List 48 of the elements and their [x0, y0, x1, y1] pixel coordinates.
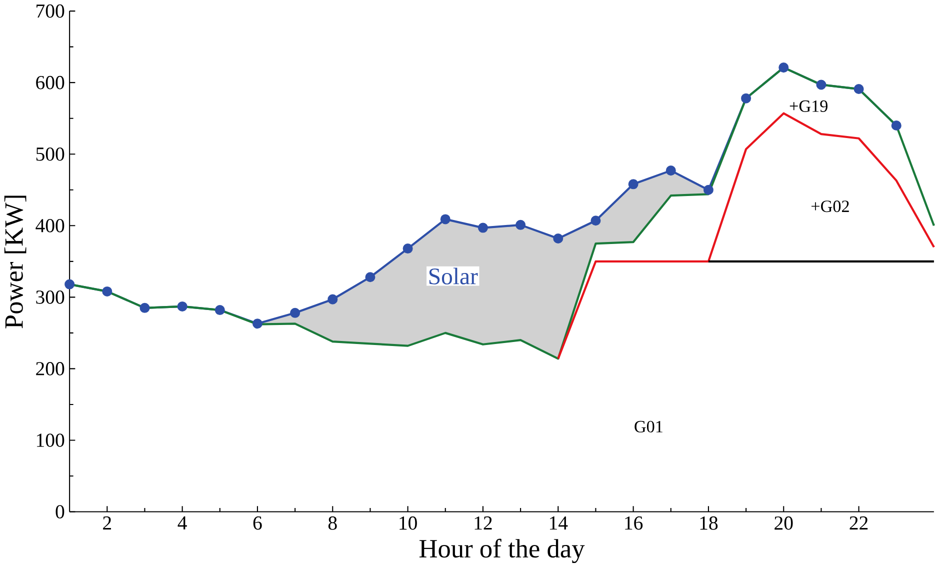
annotation: +G19 [790, 100, 828, 112]
y-tick-label: 0 [56, 504, 64, 518]
y-tick-label: 100 [36, 433, 64, 447]
x-tick-label: 6 [253, 516, 262, 530]
x-tick-label: 4 [178, 516, 187, 530]
annotation: G01 [634, 420, 662, 432]
point [703, 184, 714, 195]
point [741, 93, 752, 104]
x-tick-label: 10 [400, 516, 417, 530]
point [252, 318, 262, 328]
x-tick-label: 16 [625, 516, 643, 530]
point [402, 243, 413, 254]
y-tick-label: 600 [36, 76, 64, 90]
x-axis-title: Hour of the day [419, 538, 585, 563]
point [478, 222, 488, 233]
point [328, 294, 338, 304]
point [891, 120, 902, 130]
point [440, 214, 450, 224]
point [516, 220, 526, 230]
point [177, 301, 188, 312]
point [64, 279, 75, 290]
x-tick-label: 22 [850, 516, 868, 530]
point [102, 286, 112, 296]
x-tick-label: 12 [474, 516, 492, 530]
y-tick-label: 400 [36, 218, 64, 232]
y-tick-label: 700 [36, 4, 64, 18]
point [553, 233, 564, 244]
x-tick-label: 8 [328, 516, 337, 530]
x-tick-label: 18 [700, 516, 718, 530]
point [290, 308, 300, 318]
point [140, 302, 150, 313]
point [214, 304, 225, 315]
series-label: Solar [429, 267, 478, 284]
point [365, 272, 376, 282]
point [854, 84, 864, 94]
point [666, 165, 676, 176]
y-axis-title: Power [KW] [4, 195, 26, 328]
y-tick-label: 300 [36, 290, 64, 304]
point [628, 178, 638, 189]
point [816, 80, 826, 90]
x-tick-label: 14 [550, 516, 568, 530]
annotation: +G02 [812, 200, 849, 212]
point [590, 215, 601, 226]
y-tick-label: 200 [36, 362, 64, 376]
x-tick-label: 2 [103, 516, 111, 530]
y-tick-label: 500 [36, 147, 64, 161]
x-tick-label: 20 [774, 516, 793, 530]
point [778, 62, 789, 72]
